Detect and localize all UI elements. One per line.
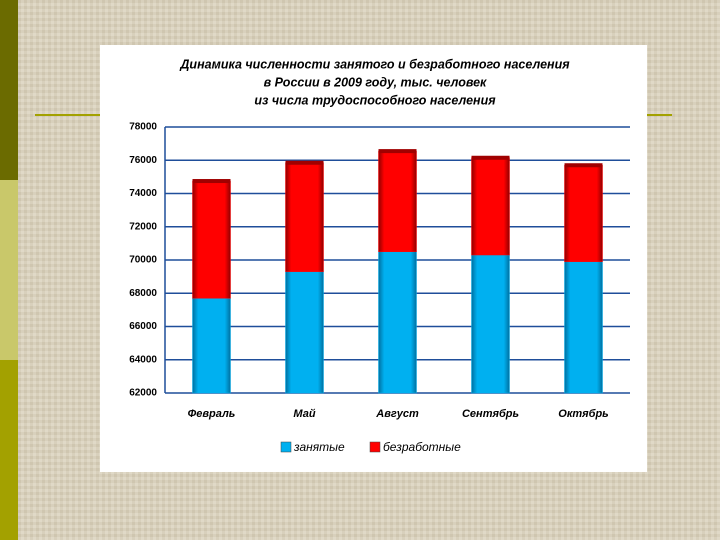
x-tick-label: Февраль	[188, 408, 236, 420]
y-tick-label: 76000	[129, 155, 157, 166]
bar-segment	[285, 162, 324, 272]
y-tick-label: 78000	[129, 122, 157, 133]
bar-segment	[192, 297, 231, 394]
bar-segment	[378, 150, 417, 252]
y-tick-label: 74000	[129, 188, 157, 199]
x-tick-label: Август	[375, 408, 419, 420]
legend-label: занятые	[293, 440, 345, 454]
legend-label: безработные	[383, 440, 461, 454]
y-tick-label: 64000	[129, 354, 157, 365]
chart-title: Динамика численности занятого и безработ…	[179, 57, 570, 71]
legend-swatch	[369, 441, 381, 453]
y-tick-label: 62000	[129, 388, 157, 399]
chart-title: в России в 2009 году, тыс. человек	[264, 75, 487, 89]
bar-segment	[471, 254, 510, 394]
bar-segment	[564, 164, 603, 262]
y-tick-label: 72000	[129, 221, 157, 232]
bar-cap	[471, 155, 510, 160]
bar-segment	[471, 157, 510, 256]
y-tick-label: 70000	[129, 255, 157, 266]
bar-segment	[285, 271, 324, 394]
bar-cap	[564, 163, 603, 168]
y-tick-label: 66000	[129, 321, 157, 332]
x-tick-label: Октябрь	[558, 408, 608, 420]
bar-cap	[192, 179, 231, 184]
chart-title: из числа трудоспособного населения	[254, 93, 496, 107]
bar-segment	[192, 180, 231, 299]
bar-cap	[285, 160, 324, 165]
chart: Динамика численности занятого и безработ…	[129, 57, 630, 454]
x-tick-label: Май	[293, 408, 315, 420]
side-strip	[0, 0, 18, 180]
bar-cap	[378, 149, 417, 154]
side-strip	[0, 360, 18, 540]
legend-swatch	[280, 441, 292, 453]
bar-segment	[564, 261, 603, 394]
side-strip	[0, 180, 18, 360]
chart-panel	[100, 45, 647, 472]
y-tick-label: 68000	[129, 288, 157, 299]
bar-segment	[378, 251, 417, 394]
x-tick-label: Сентябрь	[462, 408, 519, 420]
